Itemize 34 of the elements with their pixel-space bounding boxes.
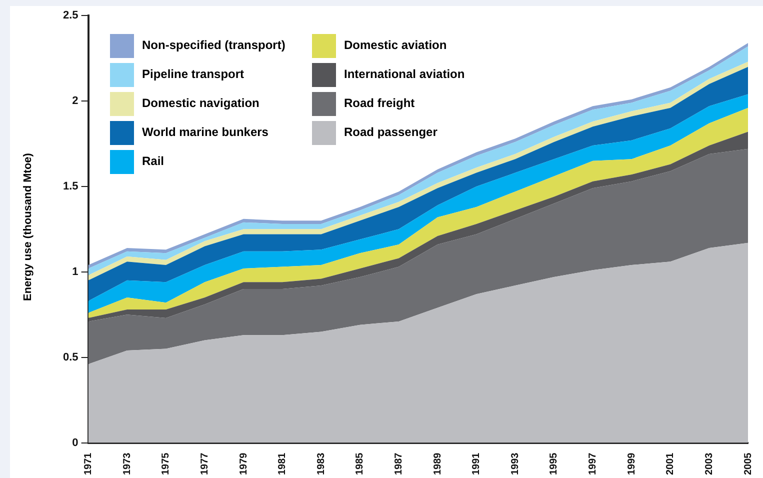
- x-tick-label: 1975: [160, 452, 172, 476]
- y-tick-label: 0: [72, 436, 78, 449]
- x-tick-label: 1989: [432, 452, 444, 476]
- x-tick-label: 1993: [510, 452, 521, 476]
- legend-label: International aviation: [344, 66, 465, 81]
- y-tick-label: 1.5: [62, 180, 78, 192]
- x-tick-label: 1995: [548, 452, 560, 476]
- x-tick-label: 1991: [471, 452, 482, 476]
- legend-label: Domestic navigation: [142, 95, 260, 110]
- x-tick-label: 2003: [704, 452, 715, 476]
- legend-label: World marine bunkers: [142, 124, 268, 139]
- y-tick-label: 2: [72, 95, 78, 108]
- x-tick-label: 1983: [316, 452, 327, 476]
- y-tick-label: 2.5: [62, 10, 78, 22]
- legend-label: Road passenger: [344, 124, 438, 139]
- x-tick-label: 1985: [354, 452, 366, 476]
- x-tick-label: 1973: [122, 452, 133, 476]
- x-tick-label: 1971: [83, 452, 94, 476]
- y-tick-label: 1: [72, 266, 78, 278]
- y-tick-label: 0.5: [62, 351, 78, 364]
- x-tick-label: 2005: [742, 452, 754, 476]
- legend-label: Domestic aviation: [344, 37, 447, 52]
- legend-label: Road freight: [344, 95, 415, 110]
- legend-label: Rail: [142, 153, 164, 168]
- x-tick-label: 1997: [588, 452, 599, 476]
- x-tick-label: 1979: [238, 452, 250, 476]
- x-tick-label: 1981: [277, 452, 288, 476]
- y-axis-title: Energy use (thousand Mtoe): [22, 152, 34, 303]
- x-tick-label: 1977: [199, 452, 210, 476]
- legend-label: Pipeline transport: [142, 66, 244, 81]
- x-tick-label: 1999: [626, 452, 638, 476]
- x-tick-label: 2001: [665, 452, 676, 476]
- x-tick-label: 1987: [393, 452, 404, 476]
- legend-label: Non-specified (transport): [142, 37, 286, 52]
